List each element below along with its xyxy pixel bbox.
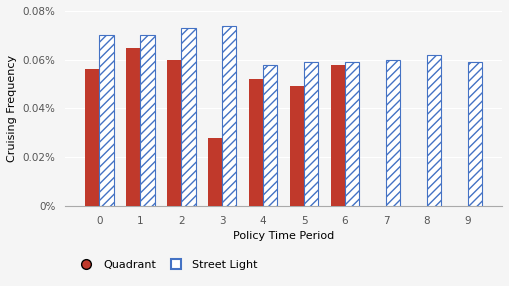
Bar <box>99 35 114 206</box>
Bar <box>263 65 277 206</box>
Bar <box>222 25 237 206</box>
Bar <box>331 65 345 206</box>
Bar <box>126 47 140 206</box>
X-axis label: Policy Time Period: Policy Time Period <box>233 231 334 241</box>
Legend: Quadrant, Street Light: Quadrant, Street Light <box>71 256 262 275</box>
Y-axis label: Cruising Frequency: Cruising Frequency <box>7 55 17 162</box>
Bar <box>386 60 400 206</box>
Bar <box>140 35 155 206</box>
Bar <box>304 62 319 206</box>
Bar <box>468 62 482 206</box>
Bar <box>427 55 441 206</box>
Bar <box>290 86 304 206</box>
Bar <box>181 28 195 206</box>
Bar <box>249 79 263 206</box>
Bar <box>345 62 359 206</box>
Bar <box>208 138 222 206</box>
Bar <box>167 60 181 206</box>
Bar <box>85 69 99 206</box>
